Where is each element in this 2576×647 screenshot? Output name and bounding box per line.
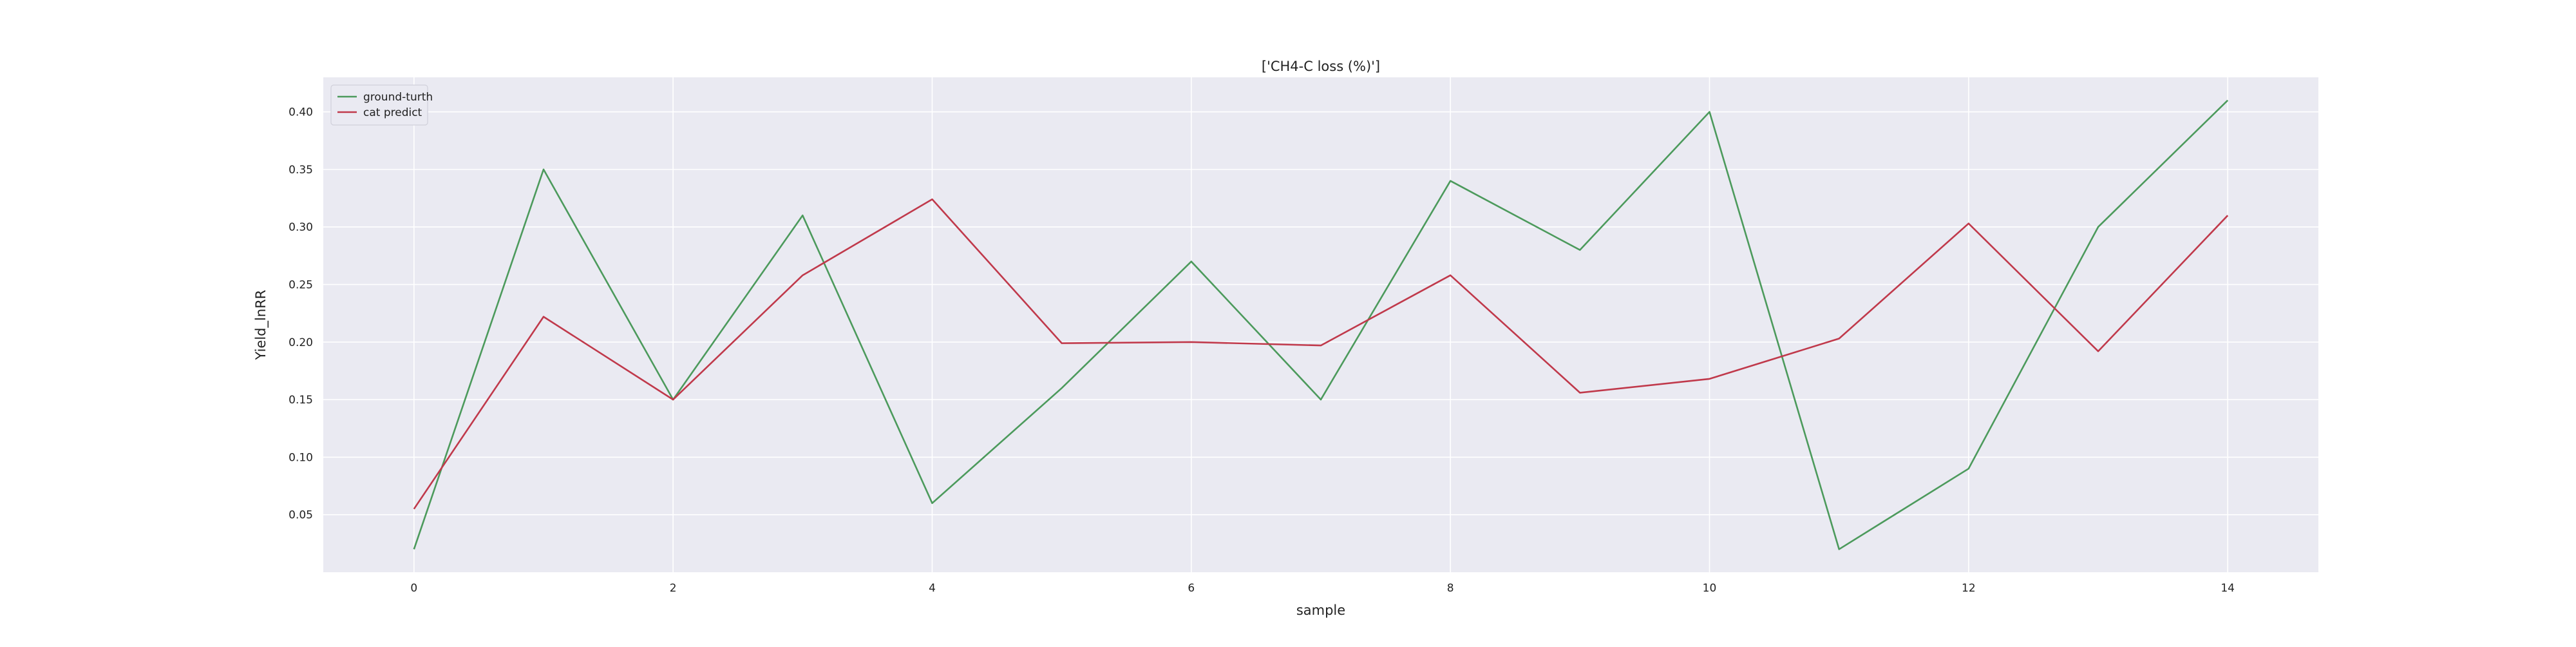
- y-tick-label: 0.15: [289, 394, 313, 407]
- legend-box: [330, 84, 428, 126]
- y-tick-label: 0.35: [289, 164, 313, 177]
- y-axis-label: Yield_lnRR: [253, 290, 269, 361]
- legend-label: ground-turth: [363, 91, 433, 104]
- x-tick-label: 4: [929, 582, 936, 595]
- series-layer: [413, 99, 2229, 550]
- x-tick-label: 8: [1447, 582, 1454, 595]
- y-tick-label: 0.20: [289, 336, 313, 349]
- x-tick-label: 12: [1962, 582, 1976, 595]
- y-tick-label: 0.05: [289, 509, 313, 522]
- legend-label: cat predict: [363, 106, 422, 119]
- legend: ground-turth cat predict: [330, 84, 433, 126]
- x-tick-label: 14: [2221, 582, 2235, 595]
- y-tick-label: 0.40: [289, 106, 313, 119]
- x-axis-label: sample: [1296, 603, 1345, 618]
- series-line-2: [413, 198, 2229, 510]
- y-tick-label: 0.10: [289, 451, 313, 464]
- plot-area: [323, 77, 2318, 572]
- tick-labels: 0 2 4 6 8 10 12 14 0.05 0.10 0.15 0.20 0.25 0.30 0.35 0…: [289, 106, 2235, 595]
- series-line-1: [413, 99, 2229, 550]
- x-tick-label: 0: [410, 582, 417, 595]
- x-tick-label: 2: [670, 582, 677, 595]
- x-tick-label: 6: [1188, 582, 1195, 595]
- y-tick-label: 0.25: [289, 278, 313, 291]
- chart-title: ['CH4-C loss (%)']: [1262, 59, 1380, 74]
- x-tick-label: 10: [1703, 582, 1717, 595]
- y-tick-label: 0.30: [289, 221, 313, 234]
